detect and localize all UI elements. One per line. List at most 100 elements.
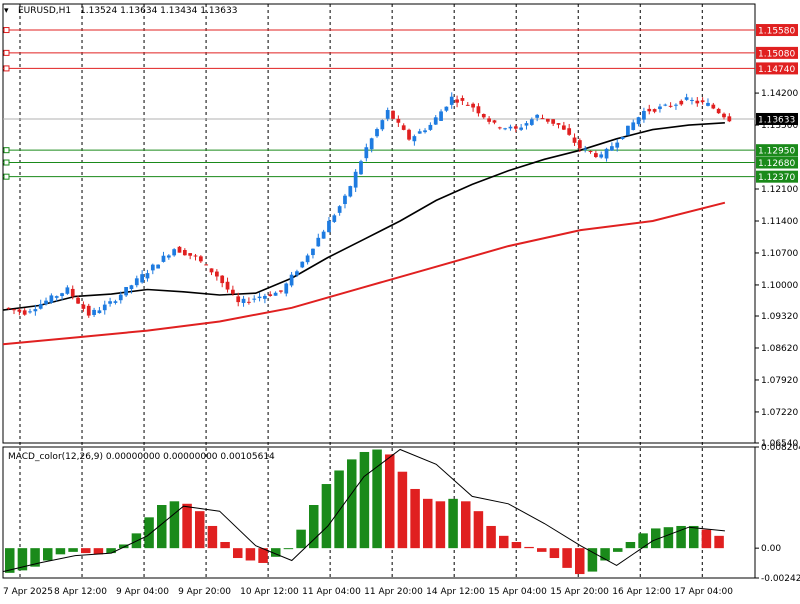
candle-body — [668, 105, 673, 107]
candle-body — [145, 273, 150, 279]
macd-histogram-bar — [258, 548, 268, 563]
fast-moving-average-line — [2, 122, 725, 311]
candle-body — [236, 296, 241, 303]
candle-body — [70, 288, 75, 297]
candle-body — [252, 298, 257, 300]
candle-body — [257, 296, 262, 299]
indicator-tick-label: 0.008204 — [761, 443, 800, 453]
macd-histogram-bar — [587, 548, 598, 572]
candle-body — [407, 129, 411, 140]
macd-histogram-bar — [43, 548, 53, 561]
macd-histogram-bar — [613, 548, 623, 552]
macd-histogram-bar — [448, 498, 458, 549]
macd-histogram-bar — [663, 527, 674, 549]
candle-body — [481, 114, 486, 118]
macd-histogram-bar — [347, 459, 357, 549]
macd-histogram-bar — [461, 501, 471, 549]
support-level-handle — [3, 147, 10, 154]
macd-histogram-bar — [283, 548, 294, 550]
resistance-level-label: 1.14740 — [758, 65, 795, 75]
macd-histogram-bar — [93, 548, 104, 555]
candle-body — [658, 106, 662, 110]
candle-body — [193, 255, 198, 257]
macd-histogram-bar — [701, 529, 712, 549]
candle-body — [177, 246, 182, 253]
y-tick-label: 1.12100 — [761, 185, 798, 195]
x-tick-label: 9 Apr 04:00 — [116, 587, 169, 597]
candle-body — [401, 125, 406, 130]
candle-body — [268, 294, 273, 296]
price-pane-frame — [2, 3, 756, 444]
candle-body — [343, 195, 347, 205]
candle-body — [695, 100, 700, 104]
candle-body — [134, 278, 139, 286]
candle-body — [433, 117, 438, 125]
candle-body — [631, 122, 636, 130]
candle-body — [321, 231, 326, 239]
candle-body — [706, 102, 710, 106]
candle-body — [577, 140, 582, 149]
candle-body — [247, 301, 251, 303]
candle-body — [124, 287, 128, 296]
candle-body — [396, 118, 401, 123]
candle-body — [391, 110, 395, 119]
candle-body — [348, 186, 353, 197]
current-price-label: 1.13633 — [758, 115, 795, 125]
candle-body — [60, 293, 64, 297]
candle-body — [220, 275, 225, 284]
candle-body — [439, 111, 443, 121]
macd-histogram-bar — [359, 451, 370, 549]
candle-body — [140, 274, 144, 283]
candle-body — [604, 148, 609, 159]
candle-body — [567, 128, 572, 135]
candle-body — [487, 118, 491, 122]
candle-body — [231, 289, 235, 294]
macd-histogram-bar — [5, 548, 15, 573]
macd-histogram-bar — [321, 484, 332, 549]
y-tick-label: 1.09320 — [761, 312, 798, 322]
support-level-tag — [756, 156, 798, 169]
macd-histogram-bar — [195, 511, 205, 549]
y-tick-label: 1.14200 — [761, 89, 798, 99]
indicator-tick-label: -0.002420 — [761, 574, 800, 584]
candle-body — [182, 250, 187, 256]
macd-histogram-bar — [410, 488, 420, 549]
y-tick-label: 1.11400 — [761, 217, 798, 227]
menu-arrow-icon[interactable]: ▾ — [4, 6, 9, 16]
candle-body — [369, 138, 374, 150]
x-tick-label: 7 Apr 2025 — [3, 587, 53, 597]
candle-body — [497, 127, 502, 129]
macd-histogram-bar — [423, 498, 433, 549]
macd-histogram-bar — [30, 548, 40, 567]
candle-body — [17, 309, 22, 312]
candle-body — [316, 237, 321, 247]
y-tick-label: 1.07220 — [761, 408, 798, 418]
support-level-tag — [756, 170, 798, 183]
y-tick-label: 1.13500 — [761, 121, 798, 131]
candle-body — [690, 99, 694, 101]
macd-histogram-bar — [562, 548, 572, 568]
x-tick-label: 11 Apr 20:00 — [364, 587, 423, 597]
candle-body — [540, 118, 545, 120]
y-tick-label: 1.10000 — [761, 281, 798, 291]
x-tick-label: 9 Apr 20:00 — [178, 587, 231, 597]
candle-body — [556, 123, 561, 125]
candle-body — [86, 305, 91, 316]
macd-histogram-bar — [549, 548, 560, 559]
candle-body — [214, 271, 219, 277]
macd-histogram-bar — [575, 548, 585, 575]
candle-body — [6, 307, 11, 309]
candle-body — [65, 287, 70, 294]
macd-histogram-bar — [182, 503, 192, 549]
candle-body — [679, 100, 684, 105]
candle-body — [722, 113, 726, 118]
support-level-handle — [3, 173, 10, 180]
candle-body — [375, 129, 379, 137]
macd-histogram-bar — [296, 529, 306, 549]
ohlc-readout: 1.13524 1.13634 1.13434 1.13633 — [80, 6, 237, 16]
candle-body — [76, 297, 80, 304]
candle-body — [311, 248, 315, 256]
macd-histogram-bar — [106, 548, 116, 554]
